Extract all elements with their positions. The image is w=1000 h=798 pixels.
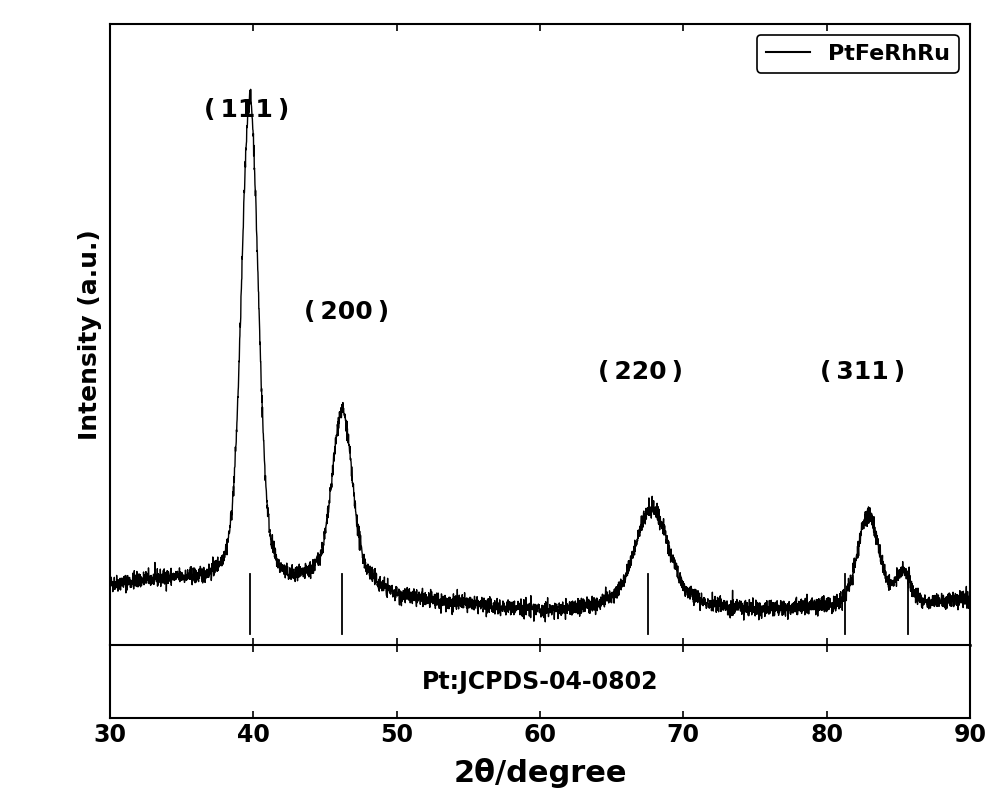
Legend: PtFeRhRu: PtFeRhRu xyxy=(757,35,959,73)
Text: ( 220 ): ( 220 ) xyxy=(598,360,683,384)
Text: Pt:JCPDS-04-0802: Pt:JCPDS-04-0802 xyxy=(422,670,658,693)
Text: ( 311 ): ( 311 ) xyxy=(820,360,905,384)
X-axis label: 2θ/degree: 2θ/degree xyxy=(453,758,627,788)
Y-axis label: Intensity (a.u.): Intensity (a.u.) xyxy=(78,229,102,440)
Text: ( 200 ): ( 200 ) xyxy=(304,299,389,324)
Text: ( 111 ): ( 111 ) xyxy=(204,98,289,122)
